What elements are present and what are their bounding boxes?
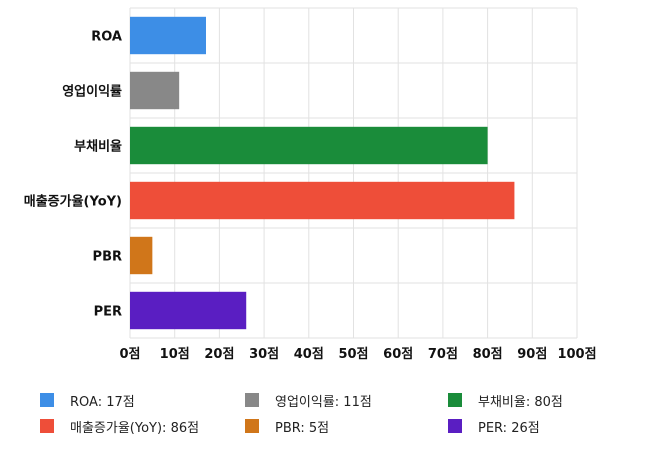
category-label: ROA bbox=[91, 30, 122, 45]
legend-label: 매출증가율(YoY): 86점 bbox=[70, 420, 200, 436]
x-tick-label: 60점 bbox=[383, 347, 413, 362]
legend-item-sales-growth: 매출증가율(YoY): 86점 bbox=[40, 416, 199, 436]
legend-swatch bbox=[245, 419, 259, 433]
x-tick-label: 10점 bbox=[160, 347, 190, 362]
bar bbox=[130, 126, 488, 165]
x-tick-label: 90점 bbox=[517, 347, 547, 362]
x-tick-label: 20점 bbox=[204, 347, 234, 362]
legend-swatch bbox=[448, 393, 462, 407]
legend-label: 영업이익률: 11점 bbox=[275, 394, 372, 410]
bars bbox=[130, 16, 515, 330]
legend-item-per: PER: 26점 bbox=[448, 416, 540, 436]
legend-label: 부채비율: 80점 bbox=[478, 394, 563, 410]
legend-item-operating-margin: 영업이익률: 11점 bbox=[245, 390, 372, 410]
x-tick-label: 40점 bbox=[294, 347, 324, 362]
legend-label: ROA: 17점 bbox=[70, 394, 135, 410]
legend-item-roa: ROA: 17점 bbox=[40, 390, 135, 410]
bar bbox=[130, 236, 153, 275]
category-label: 영업이익률 bbox=[62, 84, 122, 100]
grid bbox=[129, 7, 578, 339]
legend-swatch bbox=[448, 419, 462, 433]
bar bbox=[130, 71, 180, 110]
legend-label: PER: 26점 bbox=[478, 420, 540, 436]
x-tick-label: 70점 bbox=[428, 347, 458, 362]
x-tick-label: 100점 bbox=[557, 347, 596, 362]
category-label: 매출증가율(YoY) bbox=[24, 194, 122, 210]
legend-item-pbr: PBR: 5점 bbox=[245, 416, 329, 436]
bar bbox=[130, 16, 206, 55]
bar bbox=[130, 291, 247, 330]
tick-labels: 0점 10점 20점 30점 40점 50점 60점 70점 80점 90점 100점 bbox=[119, 347, 596, 362]
category-label: PER bbox=[94, 305, 122, 320]
legend-item-debt-ratio: 부채비율: 80점 bbox=[448, 390, 563, 410]
legend-swatch bbox=[245, 393, 259, 407]
legend-swatch bbox=[40, 419, 54, 433]
x-tick-label: 50점 bbox=[338, 347, 368, 362]
x-tick-label: 30점 bbox=[249, 347, 279, 362]
category-label: PBR bbox=[93, 250, 122, 265]
x-tick-label: 0점 bbox=[119, 347, 140, 362]
legend-swatch bbox=[40, 393, 54, 407]
bar bbox=[130, 181, 515, 220]
legend-label: PBR: 5점 bbox=[275, 420, 330, 436]
x-tick-label: 80점 bbox=[473, 347, 503, 362]
category-label: 부채비율 bbox=[74, 139, 122, 155]
